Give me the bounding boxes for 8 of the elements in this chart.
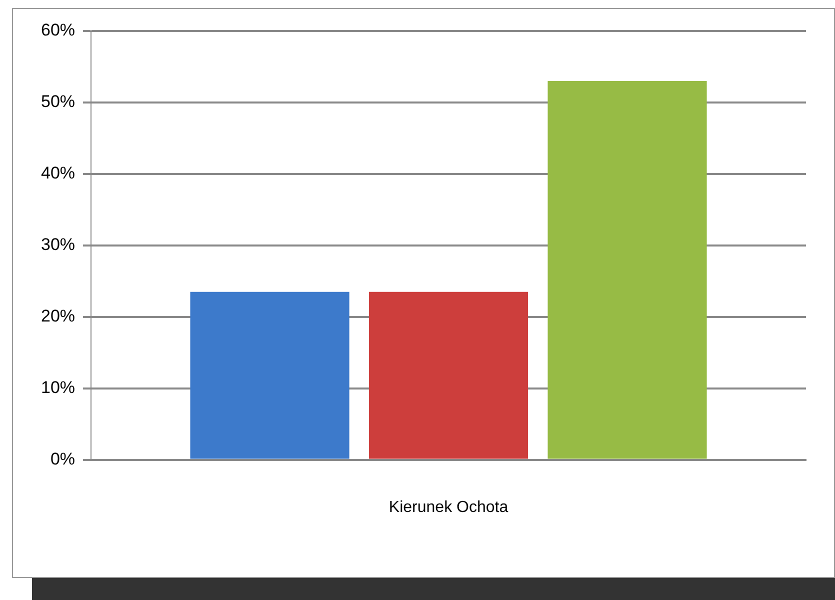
y-tick-label: 60% [40, 20, 76, 40]
y-tick-label: 20% [40, 306, 76, 326]
y-tick-label: 40% [40, 164, 76, 183]
y-tick-label: 30% [40, 235, 76, 254]
y-tick-label: 50% [40, 92, 76, 112]
y-tick-label: 0% [50, 449, 76, 468]
x-tick-label: Kierunek Ochota [388, 498, 508, 516]
y-tick-label: 10% [40, 378, 76, 398]
